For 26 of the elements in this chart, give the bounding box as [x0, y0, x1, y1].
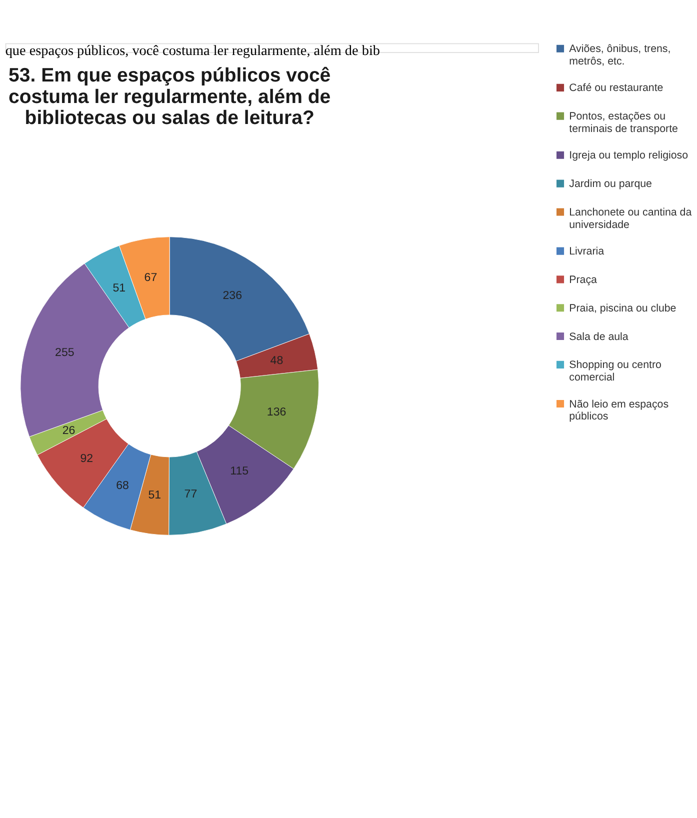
legend-label: Igreja ou templo religioso: [569, 150, 688, 162]
legend-label: Praça: [569, 274, 598, 286]
data-label: 136: [266, 406, 286, 419]
legend-label: Não leio em espaços públicos: [569, 398, 669, 423]
data-label: 236: [222, 290, 242, 302]
data-label: 51: [112, 282, 126, 295]
legend-label: Aviões, ônibus, trens, metrôs, etc.: [569, 43, 671, 68]
data-label: 255: [55, 347, 74, 360]
text: 53. Em que espaços públicos você costuma ler regularmente, além de bibliotecas ou salas de leitura?: [8, 64, 331, 130]
data-label: 68: [116, 480, 129, 492]
data-label: 92: [80, 452, 94, 465]
data-label: 67: [144, 272, 158, 284]
text: que espaços públicos, você costuma ler regularmente, além de bib: [5, 42, 380, 59]
data-label: 51: [148, 490, 162, 502]
data-label: 115: [230, 466, 249, 478]
legend-label: Shopping ou centro comercial: [569, 359, 662, 384]
legend-label: Praia, piscina ou clube: [569, 302, 676, 314]
legend-label: Pontos, estações ou terminais de transporte: [569, 110, 678, 136]
legend-label: Café ou restaurante: [569, 82, 664, 94]
legend-label: Jardim ou parque: [569, 178, 652, 190]
legend-label: Sala de aula: [569, 330, 628, 343]
legend-label: Livraria: [569, 246, 604, 258]
legend-label: Lanchonete ou cantina da universidade: [569, 206, 692, 231]
data-label: 26: [62, 424, 76, 437]
data-label: 48: [270, 355, 284, 368]
data-label: 77: [184, 488, 198, 501]
